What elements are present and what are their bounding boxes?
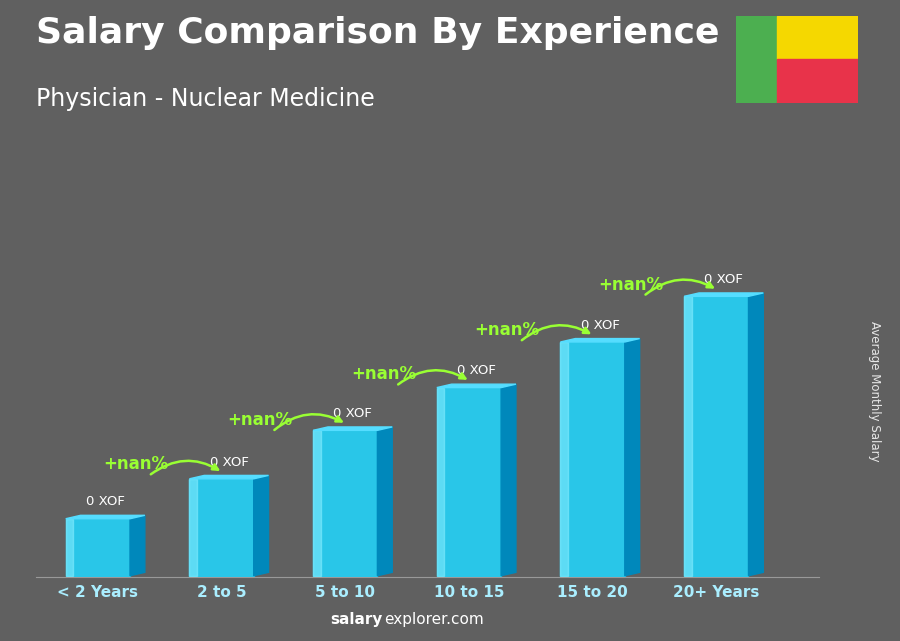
Bar [189, 479, 197, 576]
Text: +nan%: +nan% [474, 321, 540, 339]
Bar [561, 342, 625, 576]
Text: +nan%: +nan% [104, 455, 169, 473]
Bar [436, 388, 501, 576]
Text: 0 XOF: 0 XOF [333, 407, 372, 420]
Polygon shape [254, 476, 268, 576]
Polygon shape [130, 515, 145, 576]
Polygon shape [189, 476, 268, 479]
Bar [313, 430, 320, 576]
Polygon shape [66, 515, 145, 519]
Text: +nan%: +nan% [351, 365, 416, 383]
Bar [189, 479, 254, 576]
Bar [313, 430, 377, 576]
Text: salary: salary [330, 612, 382, 627]
Bar [777, 60, 858, 103]
Text: +nan%: +nan% [598, 276, 663, 294]
Text: Average Monthly Salary: Average Monthly Salary [868, 320, 881, 462]
Text: 0 XOF: 0 XOF [580, 319, 619, 331]
Bar [684, 296, 692, 576]
Text: 0 XOF: 0 XOF [86, 495, 125, 508]
Text: Salary Comparison By Experience: Salary Comparison By Experience [36, 16, 719, 50]
Text: +nan%: +nan% [228, 411, 292, 429]
Bar [684, 296, 749, 576]
Polygon shape [749, 293, 763, 576]
Text: 0 XOF: 0 XOF [457, 364, 496, 378]
Text: explorer.com: explorer.com [384, 612, 484, 627]
Bar [66, 519, 130, 576]
Polygon shape [313, 427, 392, 430]
Text: Physician - Nuclear Medicine: Physician - Nuclear Medicine [36, 87, 374, 110]
Bar [736, 16, 777, 103]
Text: 0 XOF: 0 XOF [705, 273, 743, 286]
Bar [561, 342, 568, 576]
Polygon shape [684, 293, 763, 296]
Polygon shape [436, 384, 516, 388]
Bar [436, 388, 445, 576]
Bar [777, 16, 858, 60]
Polygon shape [625, 338, 640, 576]
Polygon shape [377, 427, 392, 576]
Polygon shape [501, 384, 516, 576]
Bar [66, 519, 74, 576]
Text: 0 XOF: 0 XOF [210, 456, 248, 469]
Polygon shape [561, 338, 640, 342]
